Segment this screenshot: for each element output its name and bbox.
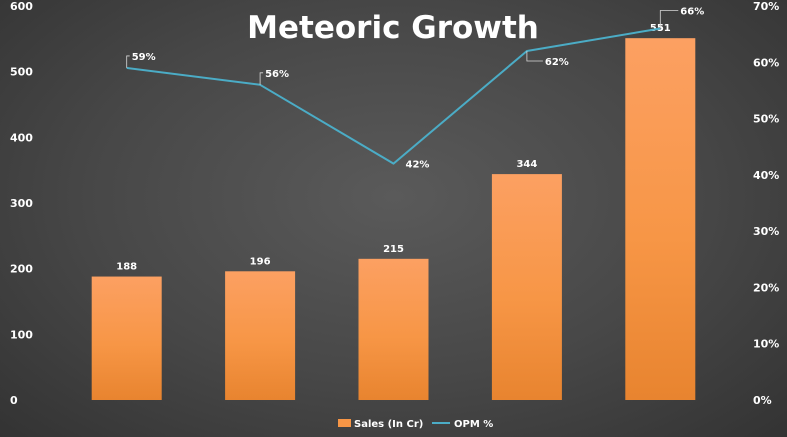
y-right-tick-label: 70% [753, 0, 779, 13]
y-right-tick-label: 60% [753, 56, 779, 69]
sales-bar [91, 276, 162, 400]
sales-bar [225, 271, 296, 400]
chart-title: Meteoric Growth [247, 10, 539, 46]
opm-leader-line [126, 55, 130, 68]
line-series [126, 27, 661, 165]
y-right-tick-label: 0% [753, 394, 772, 407]
y-right-tick-label: 30% [753, 225, 779, 238]
opm-leader-line [526, 51, 543, 62]
opm-data-label: 62% [545, 57, 569, 68]
y-left-tick-label: 300 [10, 197, 33, 210]
y-left-tick-label: 200 [10, 263, 33, 276]
y-left-tick-label: 400 [10, 131, 33, 144]
legend-bar-swatch [338, 419, 351, 427]
legend-sales-label: Sales (In Cr) [354, 419, 423, 430]
opm-data-label: 56% [265, 69, 289, 80]
opm-data-label: 66% [680, 7, 704, 18]
y-left-tick-label: 600 [10, 0, 33, 13]
bar-series [91, 38, 696, 400]
y-left-tick-label: 100 [10, 328, 33, 341]
y-right-tick-label: 10% [753, 338, 779, 351]
sales-data-label: 196 [250, 256, 271, 267]
y-right-tick-label: 40% [753, 169, 779, 182]
sales-data-label: 344 [516, 159, 537, 170]
sales-bar [491, 174, 562, 400]
chart-legend: Sales (In Cr) OPM % [338, 419, 493, 430]
y-right-tick-label: 20% [753, 281, 779, 294]
line-data-labels: 59% 56% 42% 62% 66% [126, 7, 704, 171]
legend-opm-label: OPM % [454, 419, 493, 430]
opm-data-label: 59% [132, 52, 156, 63]
sales-data-label: 215 [383, 244, 404, 255]
y-axis-right: 0% 10% 20% 30% 40% 50% 60% 70% [753, 0, 779, 407]
sales-bar [358, 258, 429, 400]
y-right-tick-label: 50% [753, 113, 779, 126]
y-left-tick-label: 0 [10, 394, 18, 407]
opm-leader-line [259, 72, 264, 85]
opm-line [126, 27, 661, 165]
sales-data-label: 188 [116, 262, 137, 273]
opm-data-label: 42% [406, 160, 430, 171]
sales-bar [625, 38, 696, 400]
y-left-tick-label: 500 [10, 66, 33, 79]
y-axis-left: 0 100 200 300 400 500 600 [10, 0, 33, 407]
opm-leader-line [659, 10, 679, 29]
